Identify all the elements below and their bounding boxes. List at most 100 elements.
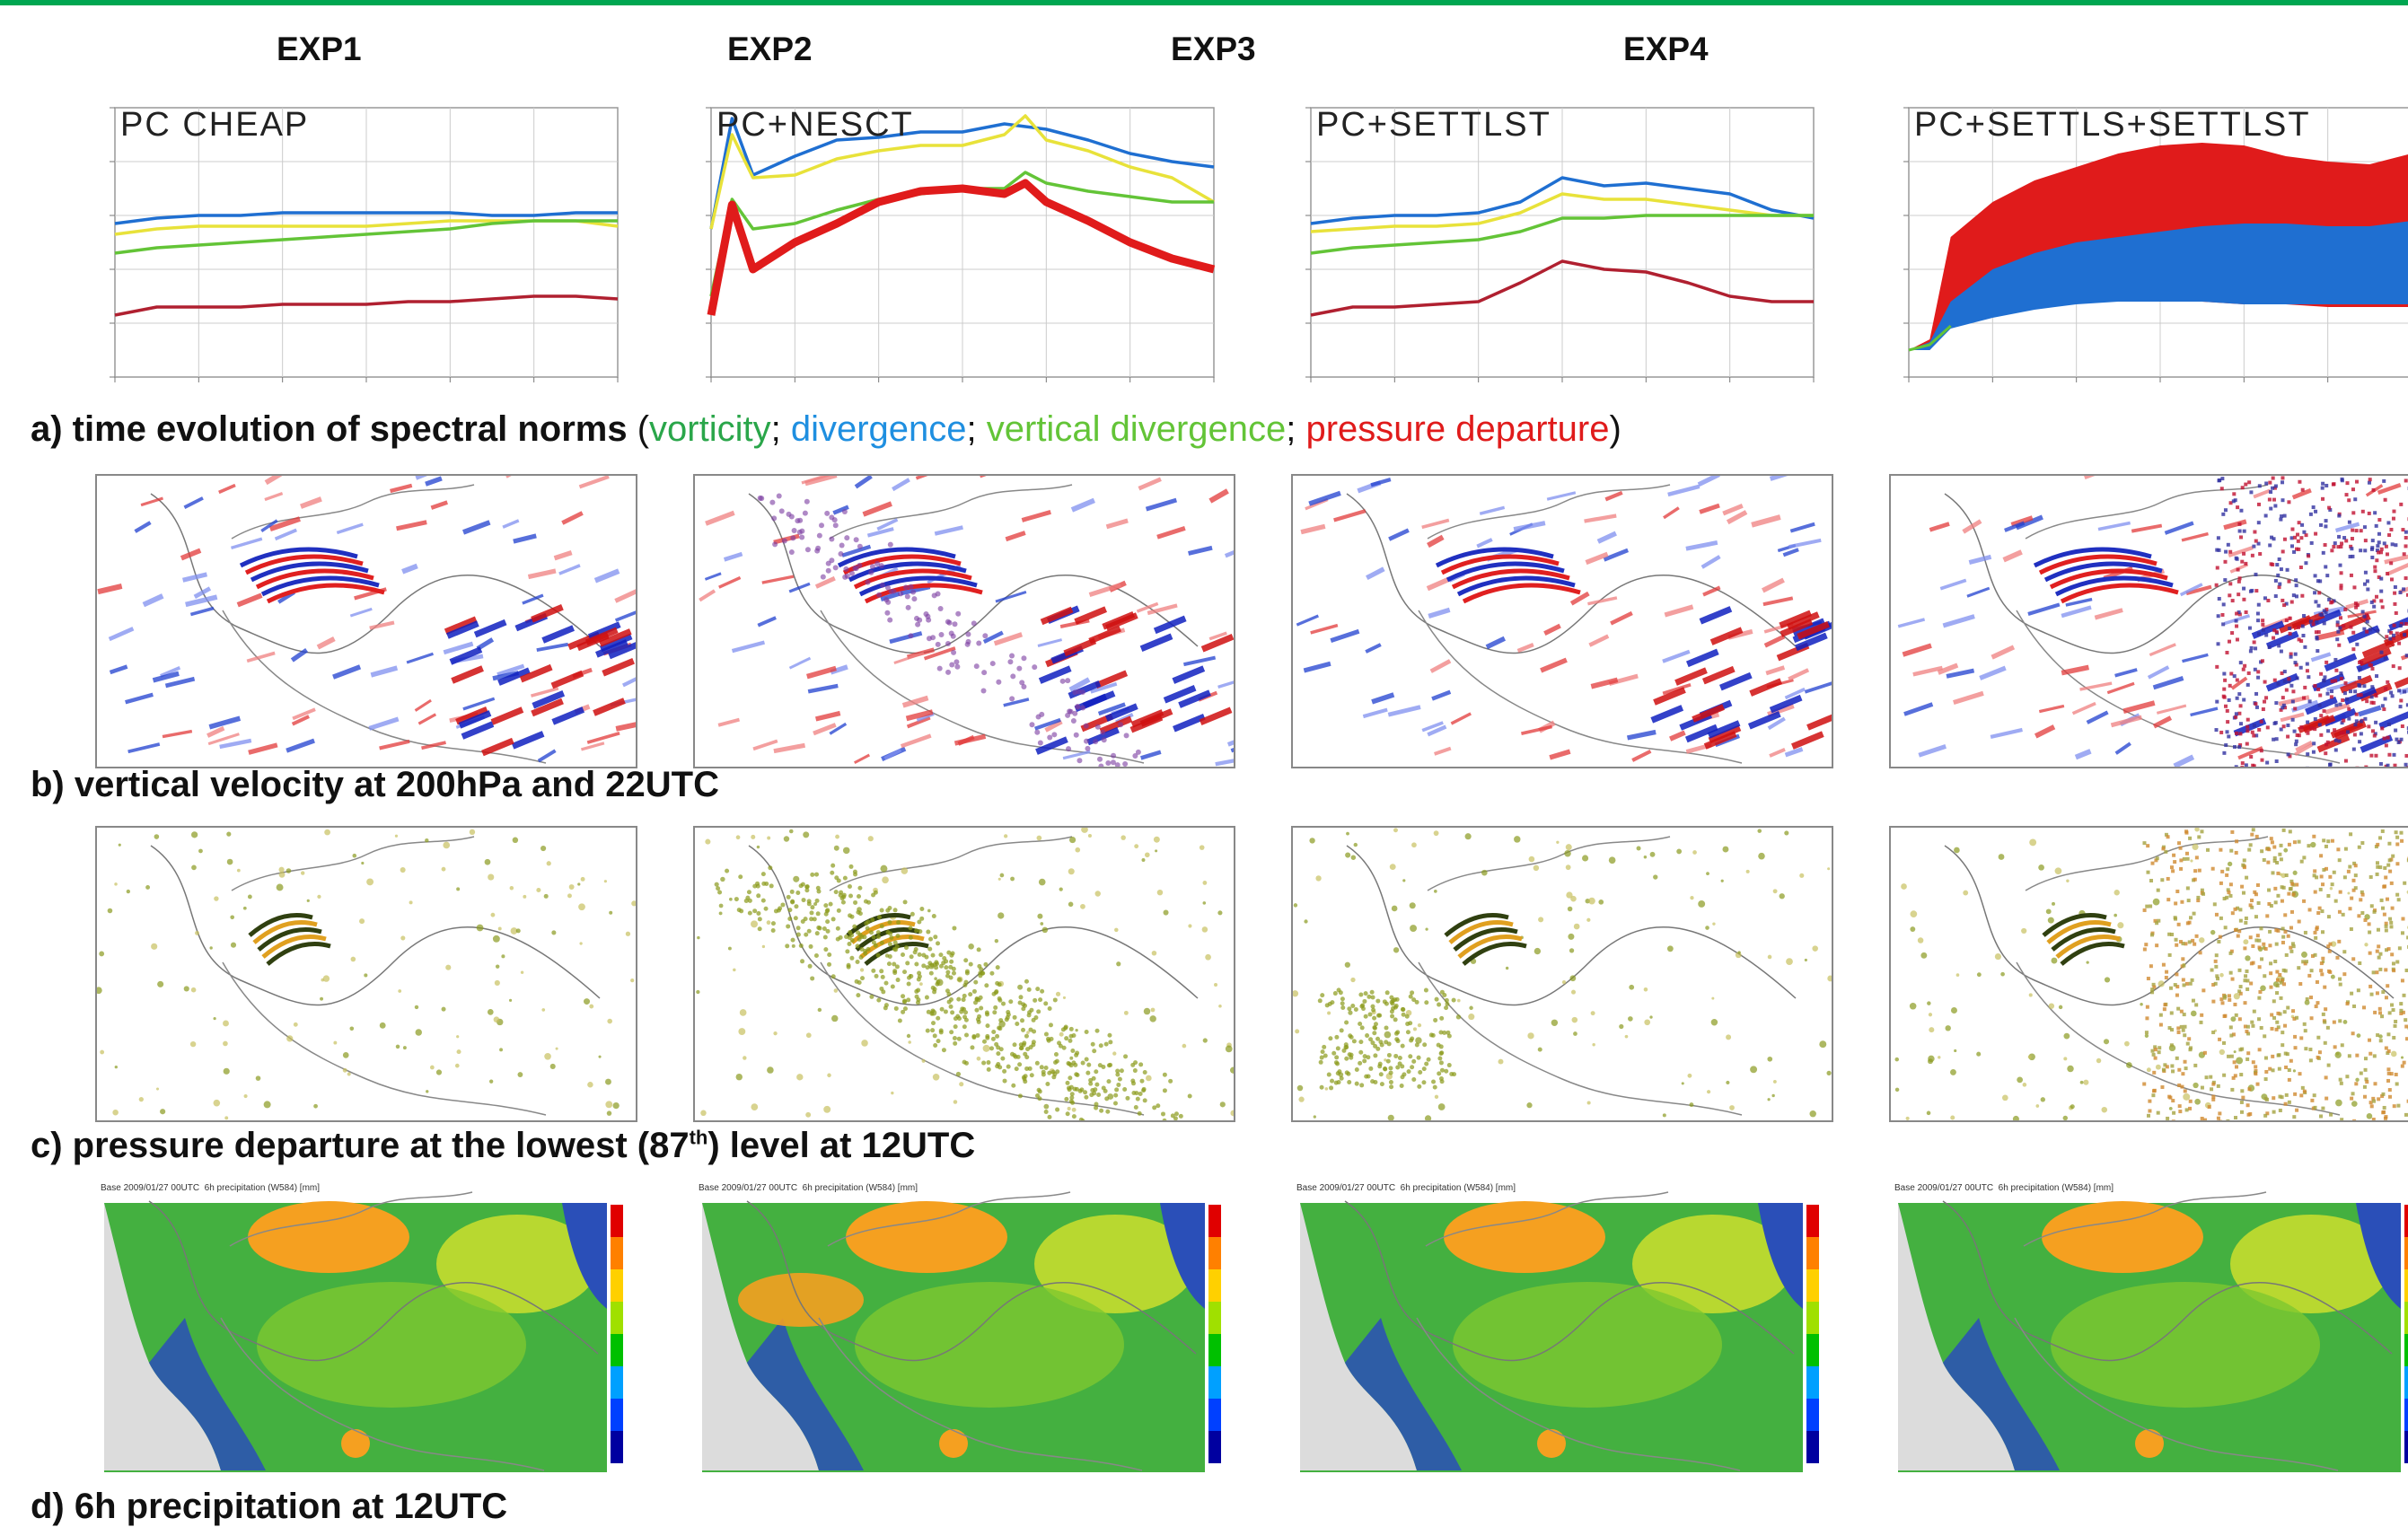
- pressure-speck: [1040, 922, 1043, 926]
- noise-speck: [1093, 739, 1098, 744]
- velocity-streak: [2123, 703, 2155, 711]
- pressure-speck: [733, 969, 736, 972]
- velocity-streak: [141, 498, 163, 505]
- noise-speck: [2301, 625, 2305, 628]
- noise-speck: [2257, 521, 2261, 524]
- noise-speck: [2297, 548, 2300, 551]
- noise-speck: [2296, 676, 2299, 680]
- noise-speck: [2386, 680, 2389, 684]
- wave-band: [1703, 669, 1734, 681]
- noise-speck: [2361, 510, 2365, 513]
- noise-speck: [1122, 1087, 1127, 1092]
- pressure-speck: [160, 1109, 165, 1114]
- noise-speck: [2175, 972, 2178, 976]
- noise-speck: [963, 958, 968, 962]
- pd-field-exp1: [97, 828, 636, 1120]
- pressure-speck: [456, 1035, 459, 1038]
- noise-speck: [2276, 984, 2280, 987]
- noise-speck: [2368, 627, 2372, 631]
- noise-speck: [2154, 1048, 2158, 1051]
- wave-band: [2061, 585, 2178, 601]
- noise-speck: [2272, 537, 2276, 540]
- pressure-speck: [1566, 844, 1572, 850]
- noise-speck: [2213, 902, 2217, 906]
- pressure-speck: [1410, 925, 1417, 932]
- noise-speck: [2299, 1093, 2303, 1097]
- pressure-speck: [2028, 1055, 2032, 1058]
- velocity-streak: [1632, 751, 1650, 760]
- pressure-speck: [792, 944, 795, 948]
- noise-speck: [2257, 939, 2261, 943]
- noise-speck: [876, 930, 881, 935]
- noise-speck: [2144, 943, 2148, 946]
- noise-speck: [2216, 977, 2219, 980]
- velocity-streak: [1589, 636, 1608, 645]
- noise-speck: [1401, 1007, 1405, 1012]
- noise-speck: [1168, 1079, 1173, 1084]
- noise-speck: [2325, 1075, 2328, 1079]
- precip-field-exp2: [693, 1183, 1232, 1479]
- noise-speck: [906, 997, 910, 1002]
- pressure-speck: [191, 831, 198, 838]
- pd-field-exp2: [695, 828, 1234, 1120]
- noise-speck: [2264, 513, 2268, 517]
- noise-speck: [2299, 666, 2303, 670]
- pressure-speck: [767, 1066, 774, 1074]
- noise-speck: [2375, 558, 2378, 562]
- noise-speck: [998, 1018, 1003, 1022]
- noise-speck: [2260, 759, 2263, 762]
- noise-speck: [2368, 931, 2371, 935]
- noise-speck: [853, 870, 857, 874]
- pressure-speck: [2104, 1039, 2109, 1044]
- noise-speck: [2245, 742, 2249, 746]
- pressure-speck: [1929, 1013, 1932, 1016]
- precip-mid: [855, 1282, 1124, 1408]
- noise-speck: [2312, 835, 2316, 838]
- noise-speck: [2223, 996, 2227, 1000]
- noise-speck: [1104, 1042, 1109, 1047]
- noise-speck: [2350, 547, 2353, 550]
- noise-speck: [2388, 1095, 2392, 1099]
- noise-speck: [2403, 882, 2406, 885]
- wave-band: [1701, 609, 1731, 621]
- exp3-label: EXP3: [1171, 31, 1256, 68]
- velocity-streak: [2311, 654, 2330, 660]
- noise-speck: [1331, 1051, 1336, 1056]
- pressure-speck: [1465, 833, 1472, 839]
- noise-speck: [2171, 1069, 2175, 1073]
- noise-speck: [2370, 993, 2374, 996]
- pressure-speck: [224, 1068, 230, 1075]
- noise-speck: [1390, 1001, 1394, 1005]
- noise-speck: [2243, 858, 2246, 862]
- noise-speck: [2371, 539, 2375, 542]
- velocity-streak: [110, 628, 134, 639]
- noise-speck: [748, 911, 752, 916]
- velocity-streak: [1334, 511, 1366, 520]
- noise-speck: [1068, 1062, 1072, 1066]
- noise-speck: [2292, 550, 2296, 554]
- noise-speck: [977, 947, 981, 952]
- noise-speck: [2270, 837, 2273, 840]
- noise-speck: [2368, 952, 2372, 955]
- noise-speck: [2150, 1049, 2154, 1053]
- noise-speck: [2314, 1106, 2317, 1110]
- noise-speck: [916, 1000, 920, 1005]
- pressure-speck: [1582, 855, 1588, 861]
- noise-speck: [1368, 1012, 1373, 1016]
- country-border: [223, 610, 546, 763]
- noise-speck: [2200, 829, 2203, 833]
- noise-speck: [2293, 840, 2297, 844]
- noise-speck: [974, 663, 980, 669]
- pressure-speck: [613, 1102, 620, 1109]
- noise-speck: [905, 961, 910, 965]
- noise-speck: [2249, 590, 2253, 593]
- noise-speck: [2248, 627, 2252, 630]
- noise-speck: [2331, 839, 2334, 843]
- pressure-speck: [1203, 901, 1207, 905]
- noise-speck: [2302, 614, 2306, 618]
- noise-speck: [2180, 1025, 2184, 1029]
- noise-speck: [2377, 518, 2381, 522]
- noise-speck: [2253, 531, 2256, 534]
- noise-speck: [2343, 691, 2347, 695]
- wave-band: [1687, 652, 1718, 664]
